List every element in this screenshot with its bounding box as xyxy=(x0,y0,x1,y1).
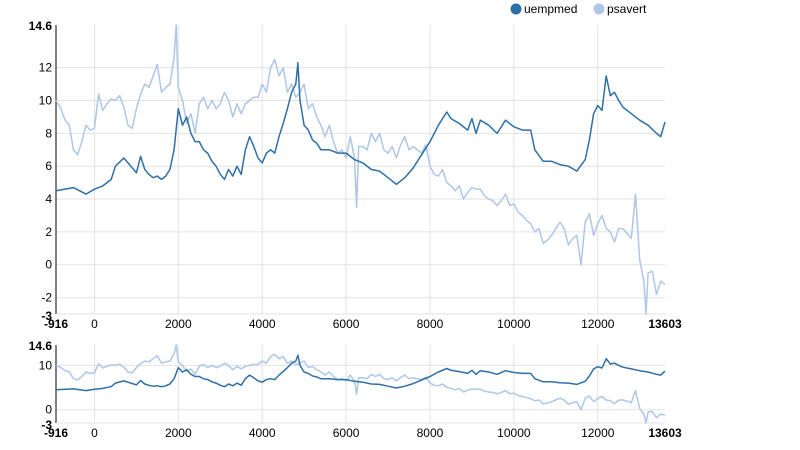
legend-item-uempmed[interactable]: uempmed xyxy=(510,2,577,16)
context-x-min-label: -916 xyxy=(44,426,68,440)
main-y-tick-label: -2 xyxy=(41,291,52,305)
context-y-tick-label: 0 xyxy=(45,403,52,417)
legend-item-psavert[interactable]: psavert xyxy=(593,2,647,16)
context-y-max-label: 14.6 xyxy=(29,339,53,353)
context-series-line-uempmed[interactable] xyxy=(55,354,666,392)
main-y-tick-label: 2 xyxy=(45,225,52,239)
main-chart-panel: -2 0 2 4 6 8 10 12 0 2000 4000 6000 8000 10000 12000 14… xyxy=(29,19,682,331)
main-x-tick-label: 12000 xyxy=(581,317,615,331)
context-y-tick-label: 10 xyxy=(39,358,53,372)
main-y-min-label: -3 xyxy=(41,309,52,323)
main-x-tick-label: 0 xyxy=(91,317,98,331)
main-y-tick-label: 6 xyxy=(45,159,52,173)
legend-swatch-icon[interactable] xyxy=(593,3,605,15)
context-series-line-psavert[interactable] xyxy=(55,344,666,424)
legend-label[interactable]: uempmed xyxy=(524,2,577,16)
main-y-tick-label: 0 xyxy=(45,258,52,272)
main-y-tick-label: 4 xyxy=(45,192,52,206)
main-series-line-psavert xyxy=(55,24,666,315)
context-chart-panel[interactable]: 0 10 0 2000 4000 6000 8000 10000 12000 14.6 -3-916… xyxy=(29,339,682,440)
main-x-tick-label: 2000 xyxy=(165,317,192,331)
context-x-tick-label: 8000 xyxy=(417,426,444,440)
main-x-min-label: -916 xyxy=(44,317,68,331)
main-x-tick-label: 6000 xyxy=(333,317,360,331)
main-x-tick-label: 8000 xyxy=(417,317,444,331)
legend-swatch-icon[interactable] xyxy=(510,3,522,15)
context-x-tick-label: 12000 xyxy=(581,426,615,440)
main-y-tick-label: 8 xyxy=(45,126,52,140)
main-x-tick-label: 10000 xyxy=(497,317,531,331)
context-x-tick-label: 0 xyxy=(91,426,98,440)
legend[interactable]: uempmed psavert xyxy=(510,2,647,16)
main-y-max-label: 14.6 xyxy=(29,19,53,33)
legend-label[interactable]: psavert xyxy=(607,2,647,16)
main-series-line-uempmed xyxy=(55,62,666,195)
context-y-min-label: -3 xyxy=(41,418,52,432)
context-x-tick-label: 2000 xyxy=(165,426,192,440)
context-x-tick-label: 4000 xyxy=(249,426,276,440)
context-x-tick-label: 10000 xyxy=(497,426,531,440)
context-x-max-label: 13603 xyxy=(648,426,682,440)
main-y-tick-label: 12 xyxy=(39,61,53,75)
main-y-tick-label: 10 xyxy=(39,94,53,108)
context-x-tick-label: 6000 xyxy=(333,426,360,440)
main-x-max-label: 13603 xyxy=(648,317,682,331)
main-x-tick-label: 4000 xyxy=(249,317,276,331)
